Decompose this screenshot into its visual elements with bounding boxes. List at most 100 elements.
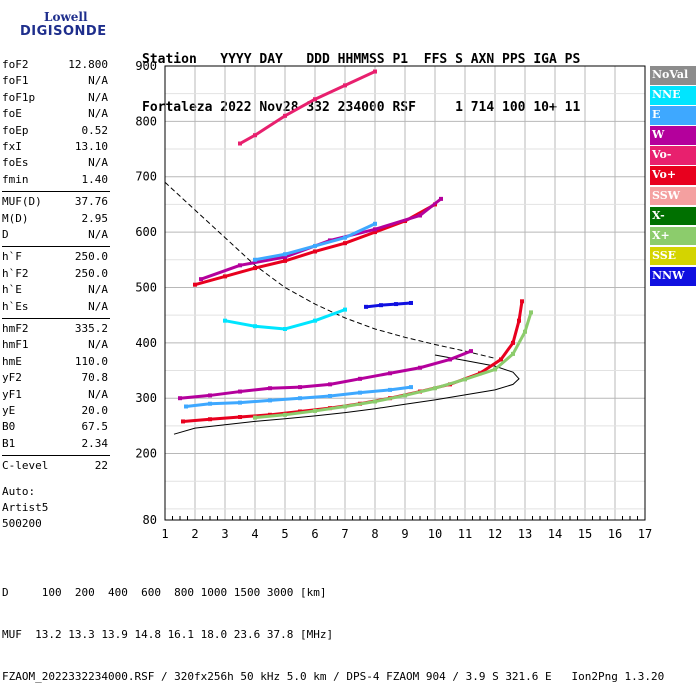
param-value: 2.34	[81, 436, 109, 450]
trace-segment	[182, 417, 211, 423]
trace-segment	[284, 409, 316, 417]
trace-series	[253, 310, 533, 420]
trace-segment	[209, 390, 241, 397]
param-value: 1.40	[81, 172, 109, 186]
trace-segment	[254, 114, 286, 137]
trace-series	[253, 221, 377, 262]
param-key: B1	[2, 436, 16, 450]
trace-segment	[365, 303, 382, 309]
trace-segment	[224, 319, 256, 328]
footer-info: D 100 200 400 600 800 1000 1500 3000 [km…	[2, 558, 664, 698]
trace-point	[520, 299, 524, 304]
y-tick-label: 700	[135, 170, 157, 184]
y-tick-label: 500	[135, 280, 157, 294]
param-row: B0 67.5	[2, 420, 108, 434]
trace-segment	[523, 311, 533, 333]
trace-segment	[239, 386, 271, 394]
auto-version: 500200	[2, 517, 42, 530]
x-tick-label: 4	[251, 527, 258, 541]
trace-segment	[314, 405, 346, 413]
plot-frame	[164, 65, 646, 521]
param-key: yF2	[2, 371, 22, 385]
legend-item: X+	[650, 226, 696, 246]
y-tick-label: 400	[135, 336, 157, 350]
x-tick-label: 12	[488, 527, 502, 541]
param-row: B1 2.34	[2, 437, 108, 451]
trace-series	[199, 196, 443, 282]
trace-segment	[239, 133, 256, 145]
autoscaling-info: Auto: Artist5 500200	[2, 484, 48, 532]
trace-segment	[344, 70, 376, 87]
muf-dashed-curve	[164, 181, 496, 359]
param-key: yF1	[2, 387, 22, 401]
trace-segment	[209, 401, 241, 406]
y-tick-label: 200	[135, 447, 157, 461]
x-tick-label: 17	[638, 527, 652, 541]
x-tick-label: 15	[578, 527, 592, 541]
legend-item: W	[650, 126, 696, 145]
legend-item: E	[650, 106, 696, 125]
trace-segment	[359, 388, 391, 395]
param-row: yF1 N/A	[2, 388, 108, 402]
auto-software: Artist5	[2, 501, 49, 514]
trace-segment	[499, 341, 515, 361]
footer-distance-row: D 100 200 400 600 800 1000 1500 3000 [km…	[2, 586, 327, 599]
param-separator	[2, 246, 110, 248]
param-value: 37.76	[74, 195, 108, 209]
trace-series	[223, 307, 347, 331]
ionogram-chart: 1 2 3 4 5 6 7 8 9 10 11 12 13 14 15 16 17802003004005006…	[135, 59, 652, 541]
legend-item: NNW	[650, 266, 696, 286]
trace-segment	[380, 302, 397, 307]
param-value: N/A	[88, 283, 108, 297]
param-key: C-level	[2, 459, 49, 473]
trace-segment	[344, 400, 376, 408]
legend-item: NNE	[650, 86, 696, 105]
x-tick-label: 11	[458, 527, 472, 541]
trace-segment	[517, 301, 524, 321]
param-row: M(D) 2.95	[2, 212, 108, 226]
trace-series	[364, 300, 413, 309]
param-row: hmF1 N/A	[2, 338, 108, 352]
trace-segment	[284, 97, 316, 118]
header-labels: Station YYYY DAY DDD HHMMSS P1 FFS S AXN…	[142, 52, 581, 67]
param-row: hmE 110.0	[2, 355, 108, 369]
legend-item: SSW	[650, 186, 696, 206]
trace-segment	[511, 320, 521, 344]
param-key: h`F	[2, 250, 22, 264]
digisonde-logo: Lowell DIGISONDE	[4, 8, 124, 48]
legend-item: SSE	[650, 246, 696, 266]
legend-item: X-	[650, 206, 696, 226]
param-value: 335.2	[74, 322, 108, 335]
param-separator	[2, 318, 110, 319]
param-key: foF2	[2, 58, 29, 71]
param-key: M(D)	[2, 211, 29, 225]
x-tick-label: 8	[371, 527, 378, 541]
trace-segment	[284, 250, 316, 263]
param-value: N/A	[88, 228, 108, 241]
param-value: N/A	[88, 299, 108, 313]
param-key: yE	[2, 404, 16, 417]
trace-point	[409, 385, 413, 390]
param-key: foF1p	[2, 90, 36, 104]
trace-segment	[209, 415, 241, 421]
x-tick-label: 3	[221, 527, 228, 541]
trace-segment	[179, 393, 211, 400]
trace-point	[409, 300, 413, 305]
trace-segment	[374, 393, 406, 403]
trace-segment	[299, 394, 331, 400]
trace-point	[439, 196, 443, 201]
trace-segment	[511, 331, 527, 355]
param-value: N/A	[88, 107, 108, 121]
trace-segment	[269, 385, 301, 390]
trace-segment	[434, 377, 466, 390]
param-row: h`Es N/A	[2, 300, 108, 314]
param-value: 2.95	[81, 211, 109, 225]
trace-segment	[254, 413, 286, 420]
trace-series	[238, 69, 377, 146]
param-row: fmin 1.40	[2, 173, 108, 187]
legend-item: NoVal	[650, 66, 696, 85]
param-key: hmF1	[2, 338, 29, 352]
trace-point	[343, 307, 347, 312]
param-row: yE 20.0	[2, 404, 108, 418]
footer-file-row: FZAOM_2022332234000.RSF / 320fx256h 50 k…	[2, 670, 665, 683]
